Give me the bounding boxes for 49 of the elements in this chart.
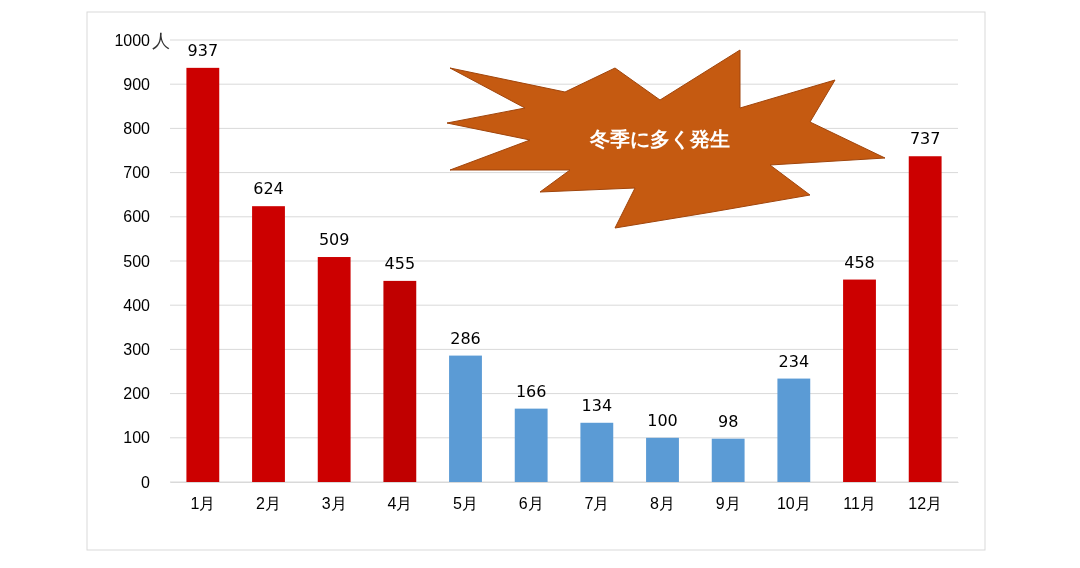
y-axis-title: 人 bbox=[152, 30, 170, 51]
data-label: 98 bbox=[717, 411, 739, 431]
x-tick-label: 11月 bbox=[843, 495, 876, 513]
bar bbox=[711, 438, 745, 482]
data-label: 100 bbox=[647, 410, 678, 430]
y-tick-label: 0 bbox=[141, 473, 151, 491]
data-label: 166 bbox=[515, 381, 547, 401]
bar bbox=[843, 279, 876, 482]
annotation: 冬季に多く発生 bbox=[589, 126, 730, 151]
x-tick-label: 7月 bbox=[584, 495, 610, 513]
y-tick-label: 400 bbox=[123, 296, 151, 314]
data-label: 624 bbox=[253, 179, 284, 199]
x-tick-label: 10月 bbox=[776, 495, 811, 513]
data-label: 455 bbox=[384, 253, 416, 273]
bar bbox=[449, 355, 482, 482]
y-tick-label: 200 bbox=[123, 385, 151, 403]
x-tick-label: 4月 bbox=[387, 495, 413, 513]
y-tick-label: 700 bbox=[123, 164, 151, 182]
bar bbox=[580, 422, 614, 482]
bar bbox=[383, 280, 417, 482]
y-tick-label: 900 bbox=[123, 75, 151, 93]
x-tick-label: 12月 bbox=[908, 495, 943, 513]
x-tick-label: 6月 bbox=[518, 495, 544, 513]
bar bbox=[252, 206, 285, 482]
x-tick-label: 9月 bbox=[715, 495, 741, 513]
y-tick-label: 600 bbox=[123, 208, 151, 226]
data-label: 737 bbox=[909, 129, 941, 149]
data-label: 458 bbox=[844, 252, 875, 272]
y-tick-label: 500 bbox=[123, 252, 151, 270]
bar bbox=[777, 378, 811, 482]
data-label: 509 bbox=[318, 230, 350, 250]
data-label: 937 bbox=[187, 40, 219, 60]
data-label: 286 bbox=[450, 328, 481, 348]
bar bbox=[646, 437, 679, 482]
x-tick-label: 1月 bbox=[190, 495, 216, 513]
bar bbox=[514, 408, 548, 482]
bar bbox=[317, 257, 351, 482]
data-label: 234 bbox=[778, 351, 810, 371]
x-tick-label: 5月 bbox=[453, 495, 478, 513]
x-tick-label: 3月 bbox=[321, 495, 347, 513]
bar bbox=[186, 67, 220, 482]
y-tick-label: 100 bbox=[123, 429, 151, 447]
x-tick-label: 8月 bbox=[650, 495, 675, 513]
y-tick-label: 1000 bbox=[114, 31, 151, 49]
bar bbox=[908, 156, 942, 482]
x-tick-label: 2月 bbox=[256, 495, 281, 513]
y-tick-label: 300 bbox=[123, 341, 151, 359]
y-tick-label: 800 bbox=[123, 120, 151, 138]
data-label: 134 bbox=[581, 395, 613, 415]
